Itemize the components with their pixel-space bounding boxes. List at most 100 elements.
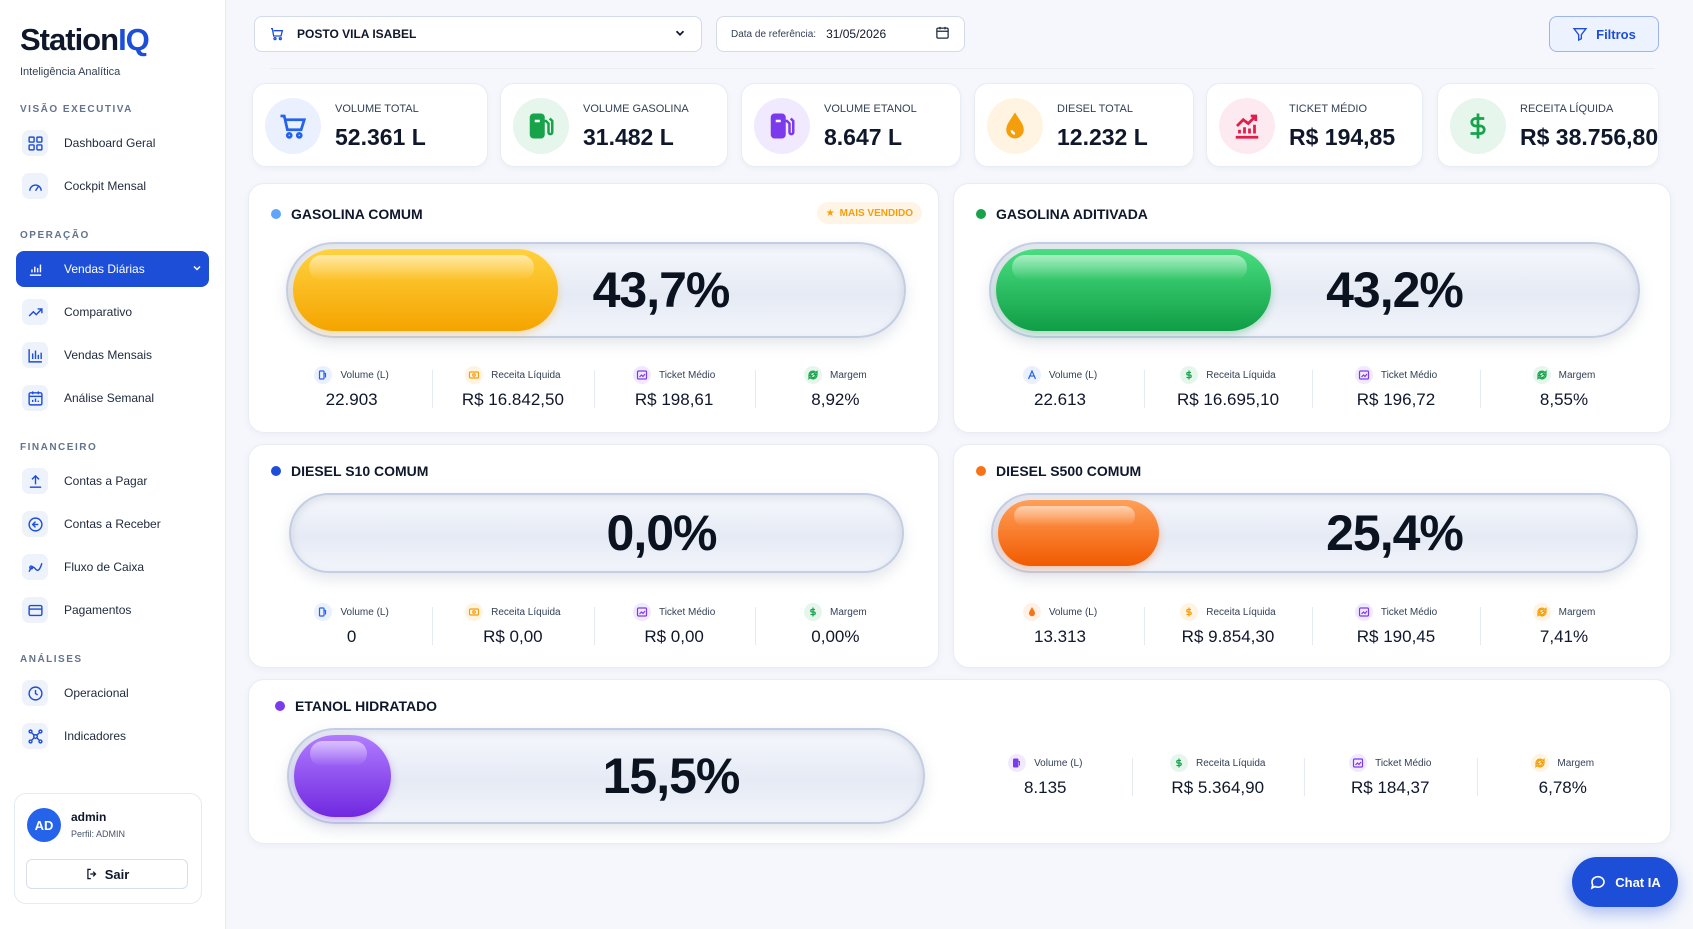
sidebar-item-label: Contas a Pagar [64, 474, 148, 488]
stat-value: 8,92% [811, 390, 860, 409]
fuel-icon [314, 366, 333, 384]
kpi-card-volume-etanol: VOLUME ETANOL 8.647 L [741, 83, 961, 167]
share-progress-fill [996, 249, 1271, 331]
chart-up-icon [1219, 98, 1275, 154]
kpi-label: TICKET MÉDIO [1289, 103, 1368, 115]
sidebar-item-label: Operacional [64, 686, 129, 700]
money-icon [465, 366, 484, 384]
sidebar-item-vendas-mensais[interactable]: Vendas Mensais [16, 337, 209, 373]
kpi-card-receita-liquida: RECEITA LÍQUIDA R$ 38.756,80 [1437, 83, 1659, 167]
sidebar-item-cockpit-mensal[interactable]: Cockpit Mensal [16, 168, 209, 204]
ticket-icon [1349, 754, 1368, 772]
user-name: admin [71, 810, 107, 824]
nav-section-title: ANÁLISES [20, 654, 83, 665]
stat-volume: Volume (L) 8.135 [959, 754, 1132, 804]
sidebar-item-operacional[interactable]: Operacional [16, 675, 209, 711]
stat-value: R$ 196,72 [1356, 390, 1436, 409]
sidebar-item-dashboard-geral[interactable]: Dashboard Geral [16, 125, 209, 161]
droplet-icon [1022, 603, 1041, 621]
kpi-value: 31.482 L [583, 124, 674, 150]
dollar-icon [1180, 603, 1199, 621]
sidebar-item-label: Cockpit Mensal [64, 179, 147, 193]
nav-section-title: OPERAÇÃO [20, 230, 90, 241]
share-percent: 25,4% [1326, 505, 1464, 561]
stat-value: 0,00% [811, 627, 860, 646]
filters-button[interactable]: Filtros [1549, 16, 1659, 52]
kpi-value: R$ 194,85 [1289, 124, 1396, 150]
share-progress-bar: 43,2% [989, 242, 1640, 338]
chevron-down-icon[interactable] [673, 26, 687, 43]
fuel-icon [1022, 366, 1041, 384]
stat-value: R$ 9.854,30 [1181, 627, 1275, 646]
share-progress-bar: 15,5% [287, 728, 925, 824]
stat-value: R$ 184,37 [1351, 778, 1430, 797]
dollar-icon [1170, 754, 1188, 772]
sidebar-item-label: Vendas Diárias [64, 262, 145, 276]
sidebar: StationIQ Inteligência Analítica VISÃO E… [0, 0, 226, 929]
calendar-chart-icon [22, 385, 48, 411]
calendar-icon[interactable] [935, 25, 950, 43]
ticket-icon [632, 603, 651, 621]
cart-icon [271, 28, 284, 41]
sidebar-item-indicadores[interactable]: Indicadores [16, 718, 209, 754]
logout-button[interactable]: Sair [26, 859, 188, 889]
sidebar-item-label: Indicadores [64, 729, 127, 743]
share-progress-bar: 0,0% [289, 493, 904, 573]
divider [270, 68, 1655, 69]
sidebar-item-label: Pagamentos [64, 603, 132, 617]
chat-ia-button[interactable]: Chat IA [1572, 857, 1678, 907]
stat-volume: Volume (L) 13.313 [976, 603, 1144, 653]
sidebar-item-fluxo-de-caixa[interactable]: Fluxo de Caixa [16, 549, 209, 585]
fuel-pump-icon [513, 98, 569, 154]
product-title: GASOLINA ADITIVADA [976, 206, 1148, 222]
product-title: DIESEL S10 COMUM [271, 463, 428, 479]
logout-label: Sair [104, 866, 130, 882]
stat-volume: Volume (L) 22.613 [976, 366, 1144, 416]
dollar-icon [1450, 98, 1506, 154]
reference-date-field[interactable]: Data de referência: 31/05/2026 [716, 16, 965, 52]
dollar-icon [804, 603, 823, 621]
sidebar-item-analise-semanal[interactable]: Análise Semanal [16, 380, 209, 416]
dollar-icon [1180, 366, 1199, 384]
card-icon [22, 597, 48, 623]
stat-value: 22.903 [325, 390, 378, 409]
chat-bubble-icon [1591, 875, 1606, 890]
status-dot [271, 209, 281, 219]
best-seller-badge: ★ MAIS VENDIDO [816, 202, 922, 224]
stat-value: R$ 16.842,50 [461, 390, 564, 409]
sidebar-item-pagamentos[interactable]: Pagamentos [16, 592, 209, 628]
sidebar-item-contas-a-pagar[interactable]: Contas a Pagar [16, 463, 209, 499]
margin-icon [1532, 366, 1551, 384]
kpi-value: 8.647 L [824, 124, 902, 150]
gauge-icon [22, 173, 48, 199]
kpi-label: RECEITA LÍQUIDA [1520, 103, 1614, 115]
brand-logo[interactable]: StationIQ [20, 22, 150, 57]
stat-receita: Receita Líquida R$ 5.364,90 [1131, 754, 1305, 804]
share-percent: 43,2% [1326, 262, 1464, 318]
chevron-down-icon[interactable] [191, 262, 203, 277]
product-card-diesel-s500: DIESEL S500 COMUM 25,4% Volume (L) 13.313… [953, 444, 1671, 668]
share-progress-fill [294, 735, 391, 817]
date-label: Data de referência: [731, 28, 817, 40]
logout-icon [86, 868, 97, 880]
stat-value: 13.313 [1034, 627, 1086, 646]
ticket-icon [632, 366, 651, 384]
product-stats: Volume (L) 22.903 Receita Líquida R$ 16.84… [271, 366, 916, 416]
clock-icon [22, 680, 48, 706]
ticket-icon [1354, 603, 1373, 621]
stat-ticket: Ticket Médio R$ 196,72 [1312, 366, 1480, 416]
fuel-pump-icon [1008, 754, 1027, 772]
sidebar-item-contas-a-receber[interactable]: Contas a Receber [16, 506, 209, 542]
sidebar-item-comparativo[interactable]: Comparativo [16, 294, 209, 330]
margin-icon [804, 366, 823, 384]
avatar[interactable]: AD [27, 808, 61, 842]
filter-icon [1572, 28, 1588, 42]
kpi-label: DIESEL TOTAL [1057, 103, 1134, 115]
station-select[interactable]: POSTO VILA ISABEL [254, 16, 702, 52]
sidebar-item-vendas-diarias[interactable]: Vendas Diárias [16, 251, 209, 287]
kpi-card-volume-gasolina: VOLUME GASOLINA 31.482 L [500, 83, 728, 167]
stat-receita: Receita Líquida R$ 0,00 [432, 603, 593, 653]
ticket-icon [1354, 366, 1373, 384]
share-percent: 15,5% [602, 748, 741, 804]
sidebar-item-label: Fluxo de Caixa [64, 560, 145, 574]
